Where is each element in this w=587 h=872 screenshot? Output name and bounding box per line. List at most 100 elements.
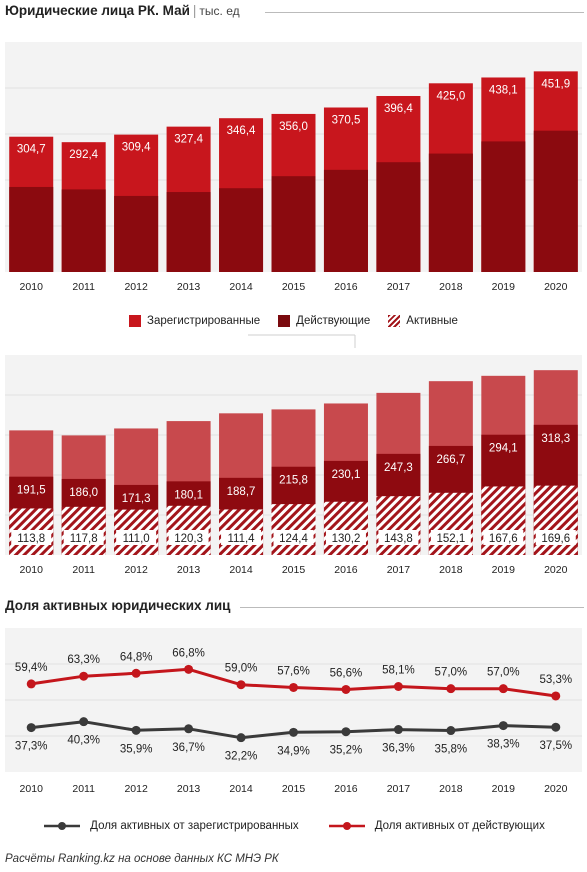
label-active-2020: 169,6 (541, 533, 570, 545)
label-registered-2017: 396,4 (384, 103, 413, 115)
bar-operating-2011 (61, 189, 106, 272)
label-active-2018: 152,1 (436, 533, 465, 545)
label-share-1-2010: 59,4% (15, 662, 48, 674)
title-unit: тыс. ед (199, 4, 240, 18)
label-operating-2010: 191,5 (17, 485, 46, 497)
x-tick-3-2012: 2012 (124, 783, 148, 795)
bar-operating-2016 (323, 169, 368, 272)
point-0-2012 (131, 725, 141, 735)
point-1-2017 (393, 682, 403, 692)
label-registered-2011: 292,4 (69, 149, 98, 161)
x-tick-3-2019: 2019 (492, 783, 516, 795)
chart-operating-active: 191,5 113,8 2010 186,0 117,8 2011 171,3 111,0 20… (5, 334, 582, 576)
x-tick-2-2018: 2018 (439, 564, 463, 576)
x-tick-2-2015: 2015 (282, 564, 306, 576)
x-tick-3-2020: 2020 (544, 783, 568, 795)
label-bg-active-2010 (11, 530, 52, 545)
label-registered-2016: 370,5 (332, 114, 361, 126)
chart-share-title: Доля активных юридических лиц (5, 598, 231, 613)
title-text: Юридические лица РК. Май (5, 3, 190, 18)
label-active-2014: 111,4 (228, 533, 256, 545)
bar-operating-2010 (9, 186, 54, 272)
x-tick-1-2013: 2013 (177, 281, 201, 293)
x-tick-1-2010: 2010 (20, 281, 44, 293)
x-tick-3-2014: 2014 (229, 783, 253, 795)
label-bg-active-2018 (430, 530, 471, 545)
label-share-0-2014: 32,2% (225, 751, 258, 763)
label-registered-2020: 451,9 (541, 78, 570, 90)
label-share-1-2017: 58,1% (382, 665, 415, 677)
label-operating-2013: 180,1 (174, 489, 203, 501)
x-tick-2-2020: 2020 (544, 564, 568, 576)
legend-item-registered: Зарегистрированные (129, 315, 260, 327)
x-tick-2-2016: 2016 (334, 564, 358, 576)
label-operating-2015: 215,8 (279, 475, 308, 487)
label-active-2015: 124,4 (279, 533, 308, 545)
label-bg-active-2015 (273, 530, 314, 545)
x-tick-2-2011: 2011 (72, 564, 95, 576)
legend-swatch-registered (129, 315, 142, 327)
label-registered-2010: 304,7 (17, 144, 46, 156)
legend-line-red-icon (328, 822, 365, 830)
legend-bottom: Доля активных от зарегистрированных Доля… (0, 818, 587, 834)
legend-swatch-operating (278, 315, 291, 327)
label-share-1-2019: 57,0% (487, 667, 520, 679)
x-tick-3-2017: 2017 (387, 783, 411, 795)
x-tick-1-2015: 2015 (282, 281, 306, 293)
label-registered-2014: 346,4 (227, 125, 256, 137)
chart-registered-operating: 304,7 2010 292,4 2011 309,4 2012 327,4 2013 346,… (5, 42, 582, 293)
title-rule (265, 12, 584, 13)
point-0-2017 (393, 725, 403, 735)
label-operating-2011: 186,0 (69, 487, 98, 499)
label-registered-2012: 309,4 (122, 142, 151, 154)
label-active-2010: 113,8 (17, 533, 45, 545)
legend-swatch-active (388, 315, 401, 327)
label-share-0-2016: 35,2% (330, 745, 363, 757)
point-0-2015 (289, 727, 298, 737)
legend-line-gray-icon (44, 822, 81, 830)
point-1-2016 (341, 684, 351, 694)
bar-operating-2014 (219, 188, 264, 272)
label-operating-2020: 318,3 (541, 433, 570, 445)
label-share-1-2013: 66,8% (172, 647, 205, 659)
label-active-2016: 130,2 (332, 533, 361, 545)
label-share-1-2015: 57,6% (277, 665, 310, 677)
point-0-2018 (446, 726, 456, 736)
label-share-0-2011: 40,3% (67, 735, 100, 747)
label-bg-active-2019 (483, 530, 524, 545)
label-share-1-2014: 59,0% (225, 663, 258, 675)
bar-operating-2015 (271, 176, 316, 272)
bar2-active-2015 (271, 504, 316, 555)
point-0-2016 (341, 727, 351, 737)
label-bg-active-2016 (325, 530, 366, 545)
label-share-1-2018: 57,0% (435, 667, 468, 679)
bar2-active-2017 (376, 496, 421, 555)
label-operating-2012: 171,3 (122, 493, 151, 505)
legend-item-operating: Действующие (278, 315, 370, 327)
x-tick-1-2017: 2017 (387, 281, 411, 293)
bar-operating-2018 (428, 153, 473, 272)
label-bg-active-2014 (221, 530, 262, 545)
label-share-0-2012: 35,9% (120, 743, 153, 755)
label-share-1-2020: 53,3% (539, 674, 572, 686)
legend-label-share-registered: Доля активных от зарегистрированных (90, 820, 299, 832)
x-tick-3-2016: 2016 (334, 783, 358, 795)
label-share-0-2020: 37,5% (539, 740, 572, 752)
point-0-2010 (26, 723, 36, 733)
label-operating-2019: 294,1 (489, 443, 518, 455)
legend-label-share-operating: Доля активных от действующих (374, 820, 545, 832)
label-registered-2013: 327,4 (174, 134, 203, 146)
point-0-2019 (498, 721, 508, 731)
bar-operating-2017 (376, 162, 421, 272)
legend-item-share-registered: Доля активных от зарегистрированных (42, 820, 299, 832)
x-tick-3-2010: 2010 (20, 783, 44, 795)
label-active-2012: 111,0 (123, 533, 150, 545)
label-share-0-2010: 37,3% (15, 741, 48, 753)
point-1-2015 (289, 682, 298, 692)
label-bg-active-2012 (116, 530, 157, 545)
x-tick-1-2011: 2011 (72, 281, 95, 293)
point-1-2012 (131, 668, 141, 678)
x-tick-3-2018: 2018 (439, 783, 463, 795)
point-0-2014 (236, 733, 246, 743)
label-share-1-2012: 64,8% (120, 651, 153, 663)
